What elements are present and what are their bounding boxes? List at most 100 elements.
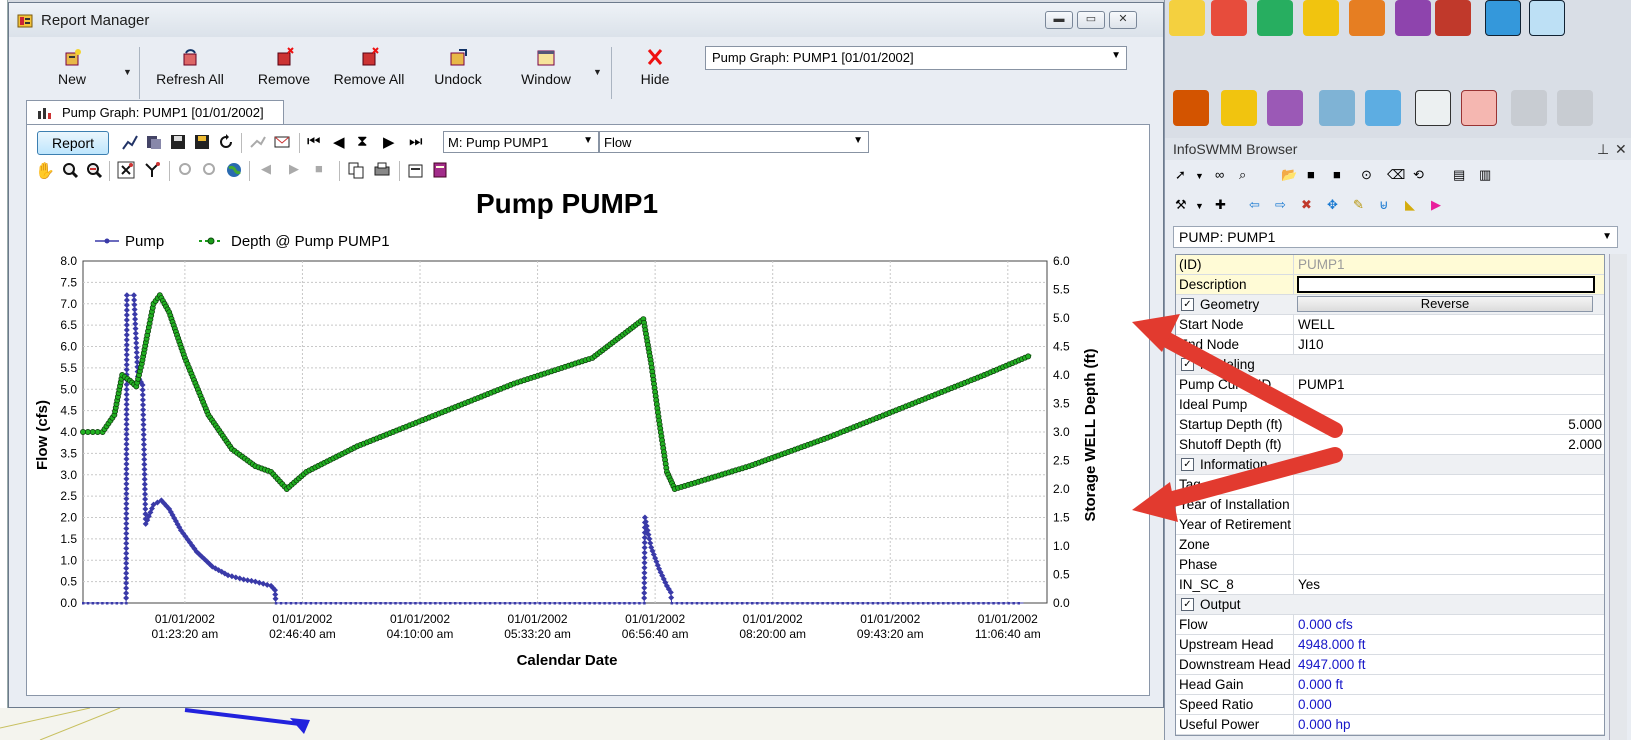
eraser-icon[interactable]: ⌫ [1387,167,1406,182]
section-checkbox[interactable]: ✓ [1181,458,1194,471]
property-value[interactable] [1295,555,1605,574]
property-row[interactable]: Startup Depth (ft) 5.000 [1176,415,1604,435]
parameter-select[interactable]: Flow ▼ [599,131,869,153]
maximize-button[interactable]: ▭ [1077,11,1105,29]
node-edit-icon[interactable] [1211,0,1247,36]
window-button[interactable]: Window [511,47,581,99]
property-row[interactable]: Year of Installation [1176,495,1604,515]
report-select[interactable]: Pump Graph: PUMP1 [01/01/2002] ▼ [705,46,1127,70]
zoom-window-icon[interactable] [177,161,195,179]
redo-icon[interactable] [1557,90,1593,126]
print-icon[interactable] [373,161,391,179]
erase-tool-icon[interactable] [1461,90,1497,126]
y-axis-icon[interactable] [143,161,161,179]
refresh-all-button[interactable]: Refresh All [151,47,229,99]
hide-button[interactable]: Hide [635,47,675,99]
property-row[interactable]: Modeling ✓ [1176,355,1604,375]
property-row[interactable]: Ideal Pump [1176,395,1604,415]
property-row[interactable]: Geometry ✓ Reverse [1176,295,1604,315]
highlight-icon[interactable]: ◣ [1405,197,1415,212]
property-row[interactable]: End Node JI10 [1176,335,1604,355]
property-row[interactable]: Tag [1176,475,1604,495]
reverse-button[interactable]: Reverse [1297,296,1593,312]
tag-icon[interactable]: ✎ [1353,197,1364,212]
binoculars-icon[interactable]: ∞ [1215,167,1225,182]
refresh-icon[interactable] [217,133,235,151]
undo-icon[interactable] [1511,90,1547,126]
table-icon[interactable]: ▤ [1453,167,1466,182]
property-value[interactable]: 0.000 hp [1298,717,1351,732]
node-icon[interactable]: ⊙ [1361,167,1372,182]
save-all-icon[interactable] [193,133,211,151]
select-tool-icon[interactable] [1415,90,1451,126]
property-value[interactable]: 0.000 [1298,697,1332,712]
property-row[interactable]: Useful Power 0.000 hp [1176,715,1604,735]
property-value[interactable] [1295,475,1605,494]
map-color-icon[interactable] [1303,0,1339,36]
undock-button[interactable]: Undock [429,47,487,99]
property-value[interactable]: 0.000 ft [1298,677,1344,692]
property-row[interactable]: Upstream Head 4948.000 ft [1176,635,1604,655]
statistics-icon[interactable] [249,133,267,151]
property-value[interactable]: PUMP1 [1298,377,1345,392]
3d-view-icon[interactable] [1485,0,1521,36]
property-row[interactable]: Year of Retirement [1176,515,1604,535]
window-dropdown-arrow[interactable]: ▼ [593,67,602,77]
next-step-icon[interactable]: ▶ [383,134,395,151]
chevron-down-icon[interactable]: ▼ [1195,201,1204,211]
pin-icon[interactable]: ⊥ [1597,141,1610,157]
node-tool-icon[interactable] [1169,0,1205,36]
add-node-icon[interactable]: ✚ [1215,197,1226,212]
bulk-delete-icon[interactable] [1267,90,1303,126]
close-icon[interactable]: ✕ [1615,141,1627,157]
property-value[interactable]: JI10 [1298,337,1324,352]
save-icon[interactable]: ■ [1307,167,1315,182]
property-value[interactable]: 2.000 [1568,437,1602,452]
close-window-button[interactable]: ✕ [1109,11,1137,29]
play-forward-icon[interactable]: ▶ [289,161,299,176]
property-value[interactable] [1295,395,1605,414]
previous-step-icon[interactable]: ◀ [333,134,345,151]
property-scrollbar[interactable] [1609,254,1627,740]
report-button[interactable]: Report [37,131,109,155]
element-combo[interactable]: PUMP: PUMP1 ▼ [1173,226,1618,248]
delete-icon[interactable]: ✖ [1301,197,1312,212]
property-value[interactable] [1295,515,1605,534]
copy-chart-icon[interactable] [145,133,163,151]
arrow-right-icon[interactable]: ⇨ [1275,197,1286,212]
help-book-icon[interactable] [431,161,449,179]
minimize-button[interactable]: ▬ [1045,11,1073,29]
property-value[interactable]: PUMP1 [1298,257,1345,272]
bucket-icon[interactable]: ⊌ [1379,197,1389,212]
globe-icon[interactable] [225,161,243,179]
chevron-down-icon[interactable]: ▼ [1195,171,1204,181]
table-report-icon[interactable] [1435,0,1471,36]
marker-icon[interactable]: ▶ [1431,197,1441,212]
save-as-icon[interactable]: ■ [1333,167,1341,182]
arrow-left-icon[interactable]: ⇦ [1249,197,1260,212]
bulk-edit-icon[interactable] [1221,90,1257,126]
property-value[interactable] [1295,535,1605,554]
description-input[interactable] [1297,276,1595,293]
new-button[interactable]: New [51,47,93,99]
property-row[interactable]: Shutoff Depth (ft) 2.000 [1176,435,1604,455]
binoculars-icon[interactable] [1529,0,1565,36]
property-value[interactable]: 5.000 [1568,417,1602,432]
property-value[interactable]: 4947.000 ft [1298,657,1366,672]
properties-icon[interactable] [407,161,425,179]
zoom-previous-icon[interactable] [201,161,219,179]
search-icon[interactable]: ⌕ [1239,167,1247,182]
zoom-out-icon[interactable] [85,161,103,179]
property-value[interactable]: WELL [1298,317,1335,332]
tab-pump-graph[interactable]: Pump Graph: PUMP1 [01/01/2002] [26,100,284,125]
new-dropdown-arrow[interactable]: ▼ [123,67,132,77]
section-checkbox[interactable]: ✓ [1181,298,1194,311]
chart-options-icon[interactable] [121,133,139,151]
property-row[interactable]: Downstream Head 4947.000 ft [1176,655,1604,675]
copy-icon[interactable] [347,161,365,179]
time-step-icon[interactable]: ⧗ [357,133,368,150]
play-back-icon[interactable]: ◀ [261,161,271,176]
chart-icon[interactable]: ▥ [1479,167,1492,182]
property-row[interactable]: Pump Curve ID PUMP1 [1176,375,1604,395]
section-checkbox[interactable]: ✓ [1181,358,1194,371]
